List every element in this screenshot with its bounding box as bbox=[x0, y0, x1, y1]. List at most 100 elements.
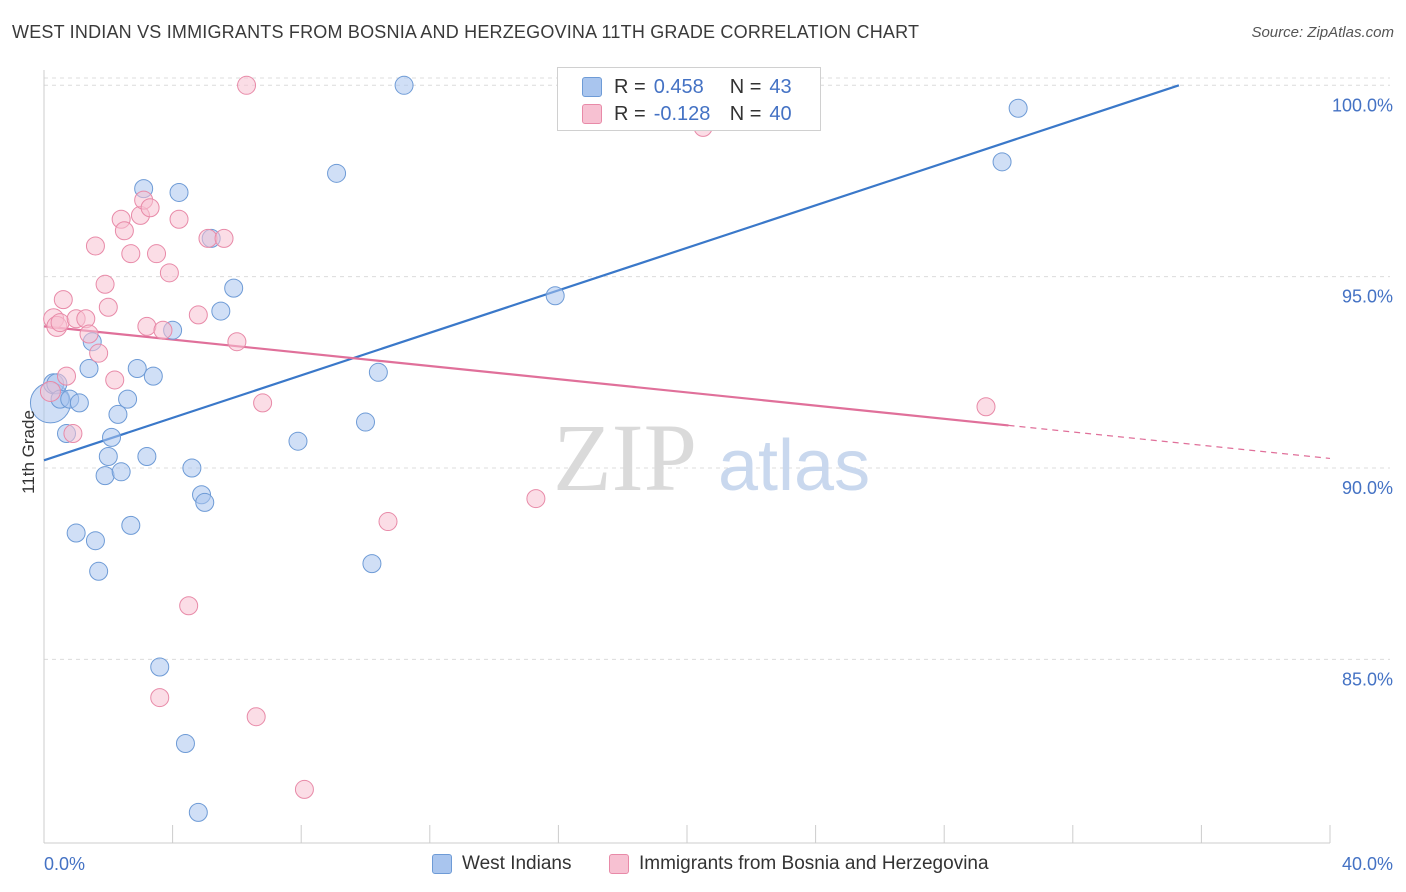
point-west-indians bbox=[89, 561, 109, 581]
r-value: 0.458 bbox=[653, 75, 704, 98]
r-label: R = bbox=[614, 102, 646, 125]
point-west-indians bbox=[95, 466, 115, 486]
legend-item-bosnia[interactable]: Immigrants from Bosnia and Herzegovina bbox=[609, 852, 989, 876]
point-west-indians bbox=[143, 366, 163, 386]
point-bosnia bbox=[95, 274, 115, 294]
point-bosnia bbox=[76, 309, 96, 329]
point-west-indians bbox=[188, 802, 208, 822]
point-west-indians bbox=[69, 393, 89, 413]
legend-swatch-bosnia bbox=[609, 854, 629, 874]
n-value: 40 bbox=[769, 102, 792, 125]
stats-legend-row-west-indians: R = 0.458 N = 43 bbox=[582, 75, 792, 99]
point-bosnia bbox=[89, 343, 109, 363]
point-west-indians bbox=[992, 152, 1012, 172]
point-bosnia bbox=[57, 366, 77, 386]
point-bosnia bbox=[976, 397, 996, 417]
point-bosnia bbox=[137, 316, 157, 336]
point-west-indians bbox=[169, 182, 189, 202]
legend-swatch-west-indians bbox=[582, 77, 602, 97]
point-bosnia bbox=[153, 320, 173, 340]
y-tick-label: 90.0% bbox=[1342, 478, 1393, 498]
point-west-indians bbox=[111, 462, 131, 482]
point-west-indians bbox=[150, 657, 170, 677]
point-west-indians bbox=[137, 447, 157, 466]
point-bosnia bbox=[147, 244, 167, 264]
point-west-indians bbox=[79, 358, 99, 378]
y-tick-label: 95.0% bbox=[1342, 287, 1393, 307]
legend-swatch-bosnia bbox=[582, 104, 602, 124]
legend-label: Immigrants from Bosnia and Herzegovina bbox=[639, 853, 989, 874]
point-west-indians bbox=[195, 492, 215, 512]
trend-line-dashed bbox=[1008, 424, 1331, 460]
point-bosnia bbox=[114, 221, 134, 241]
point-west-indians bbox=[102, 427, 122, 447]
point-bosnia bbox=[214, 228, 234, 248]
data-points bbox=[29, 75, 1028, 822]
axes bbox=[43, 70, 1331, 844]
point-bosnia bbox=[105, 370, 125, 390]
point-bosnia bbox=[85, 236, 105, 256]
point-west-indians bbox=[224, 278, 244, 298]
stats-legend-row-bosnia: R = -0.128 N = 40 bbox=[582, 102, 792, 126]
point-bosnia bbox=[253, 393, 273, 413]
trend-line-west-indians bbox=[43, 84, 1180, 462]
legend-label: West Indians bbox=[462, 853, 572, 874]
point-bosnia bbox=[198, 228, 218, 248]
tick-labels: 100.0% 95.0% 90.0% 85.0% 0.0% 40.0% bbox=[44, 95, 1393, 874]
point-bosnia bbox=[50, 313, 70, 333]
point-west-indians bbox=[211, 301, 231, 321]
point-bosnia bbox=[227, 332, 247, 352]
trend-line-solid bbox=[43, 325, 1009, 427]
point-west-indians bbox=[362, 554, 382, 574]
n-label: N = bbox=[729, 75, 762, 98]
point-bosnia bbox=[63, 424, 83, 444]
point-west-indians bbox=[85, 531, 105, 551]
point-west-indians bbox=[127, 358, 147, 378]
y-tick-label: 100.0% bbox=[1332, 95, 1393, 115]
point-west-indians bbox=[66, 523, 86, 543]
trend-lines bbox=[43, 84, 1331, 462]
point-bosnia bbox=[237, 75, 257, 95]
r-label: R = bbox=[614, 75, 646, 98]
legend-item-west-indians[interactable]: West Indians bbox=[432, 852, 571, 876]
point-bosnia bbox=[98, 297, 118, 317]
point-bosnia bbox=[169, 209, 189, 229]
point-bosnia bbox=[294, 779, 314, 799]
x-tick-label: 0.0% bbox=[44, 854, 85, 874]
point-bosnia bbox=[140, 198, 160, 218]
point-bosnia bbox=[179, 596, 199, 616]
n-value: 43 bbox=[769, 75, 792, 98]
point-bosnia bbox=[378, 512, 398, 532]
point-west-indians bbox=[368, 362, 388, 382]
point-west-indians bbox=[118, 389, 138, 409]
point-west-indians bbox=[1008, 98, 1028, 118]
point-bosnia bbox=[188, 305, 208, 325]
point-west-indians bbox=[182, 458, 202, 478]
point-bosnia bbox=[526, 489, 546, 509]
point-west-indians bbox=[175, 734, 195, 754]
r-value: -0.128 bbox=[653, 102, 711, 125]
point-west-indians bbox=[288, 431, 308, 451]
legend-swatch-west-indians bbox=[432, 854, 452, 874]
point-west-indians bbox=[98, 447, 118, 466]
y-axis-label: 11th Grade bbox=[19, 410, 38, 494]
point-bosnia bbox=[159, 263, 179, 283]
point-west-indians bbox=[394, 75, 414, 95]
watermark-zip: ZIP bbox=[553, 404, 697, 511]
n-label: N = bbox=[729, 102, 762, 125]
point-bosnia bbox=[246, 707, 266, 727]
point-bosnia bbox=[39, 380, 61, 402]
point-west-indians bbox=[121, 515, 141, 535]
point-west-indians bbox=[545, 286, 565, 306]
y-tick-label: 85.0% bbox=[1342, 669, 1393, 689]
watermark-atlas: atlas bbox=[718, 426, 870, 506]
point-west-indians bbox=[327, 163, 347, 183]
point-bosnia bbox=[53, 290, 73, 310]
point-west-indians bbox=[356, 412, 375, 432]
point-bosnia bbox=[79, 324, 99, 344]
chart-title: WEST INDIAN VS IMMIGRANTS FROM BOSNIA AN… bbox=[12, 22, 920, 42]
point-bosnia bbox=[150, 688, 170, 708]
point-west-indians bbox=[108, 404, 128, 424]
gridlines bbox=[44, 77, 1390, 660]
